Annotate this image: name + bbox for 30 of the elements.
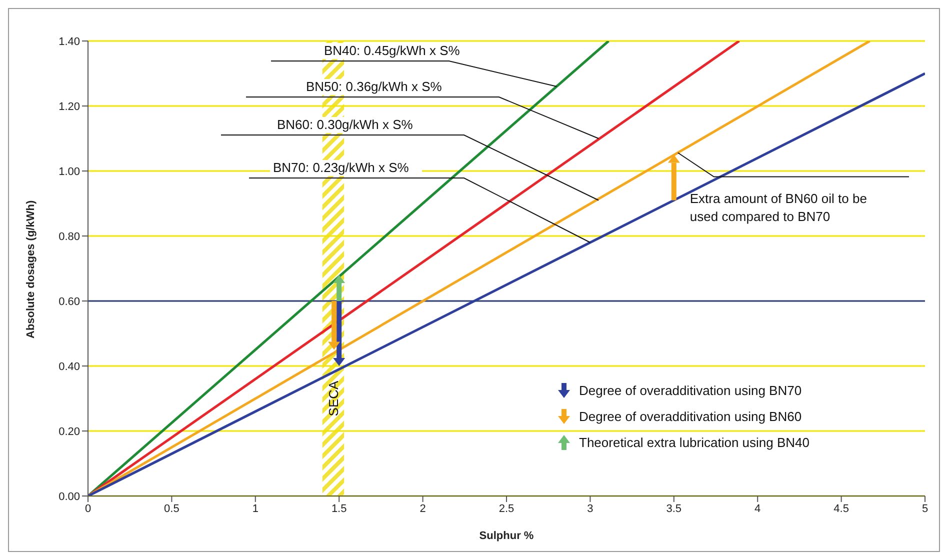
annotation: BN60: 0.30g/kWh x S% (277, 117, 414, 132)
y-tick-label: 0.80 (58, 230, 80, 243)
x-tick-label: 3 (587, 502, 594, 515)
x-tick-label: 4 (754, 502, 761, 515)
y-tick-label: 1.40 (58, 36, 80, 48)
y-tick-label: 0.60 (58, 296, 80, 308)
y-tick-label: 0.20 (58, 426, 80, 438)
x-axis-title: Sulphur % (479, 530, 534, 542)
y-tick-label: 0.00 (58, 490, 80, 503)
annotation: Extra amount of BN60 oil to be used compared to BN70 (690, 190, 867, 224)
x-tick-label: 2.5 (498, 502, 514, 515)
x-tick-label: 1.5 (331, 502, 347, 515)
y-tick-label: 1.20 (58, 100, 80, 113)
x-tick-label: 2 (420, 502, 426, 515)
y-axis-title: Absolute dosages (g/kWh) (24, 200, 37, 338)
x-tick-label: 1 (252, 502, 258, 515)
annotation: BN70: 0.23g/kWh x S% (273, 160, 410, 175)
y-tick-label: 0.40 (58, 360, 80, 373)
annotation: Degree of overadditivation using BN60 (579, 409, 802, 424)
x-tick-label: 0 (84, 502, 92, 515)
band-label: SECA (326, 380, 342, 416)
annotation: BN50: 0.36g/kWh x S% (306, 79, 442, 94)
y-tick-label: 1.00 (58, 166, 80, 178)
x-tick-label: 4.5 (834, 502, 849, 515)
x-tick-label: 5 (922, 502, 928, 515)
annotation: BN40: 0.45g/kWh x S% (324, 43, 460, 58)
x-tick-label: 3.5 (666, 502, 682, 515)
annotation: Theoretical extra lubrication using BN40 (579, 435, 810, 450)
x-tick-label: 0.5 (164, 502, 180, 515)
annotation: Degree of overadditivation using BN70 (579, 383, 802, 398)
